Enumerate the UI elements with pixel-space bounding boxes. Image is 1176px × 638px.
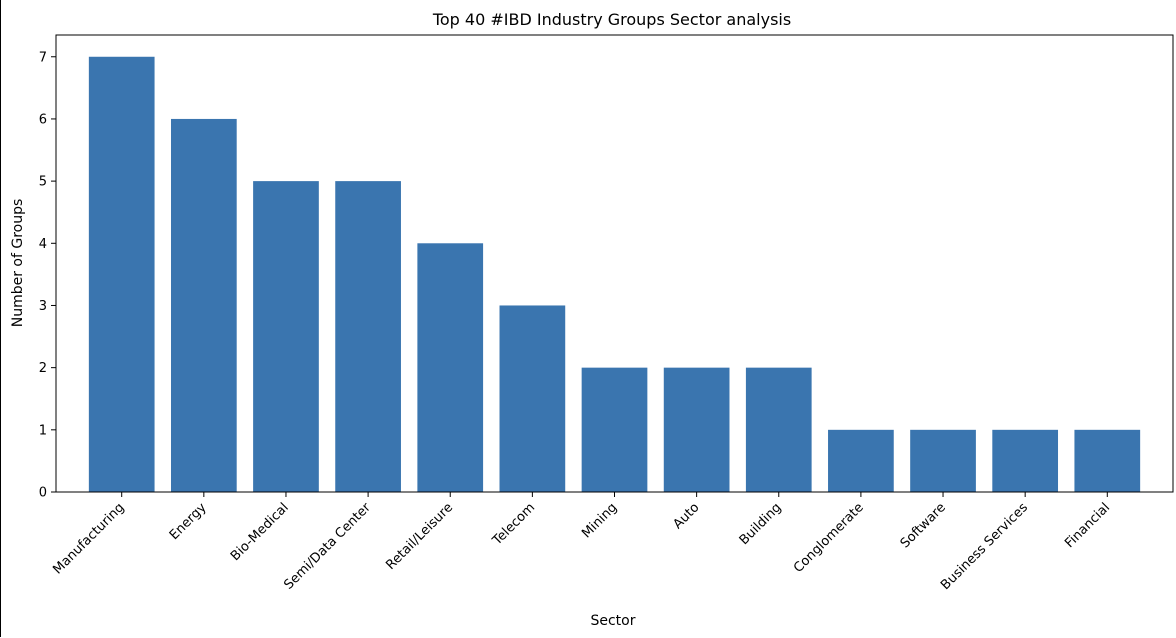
x-axis-title: Sector <box>590 613 635 629</box>
y-tick-label: 1 <box>39 423 47 438</box>
x-tick-label: Software <box>898 500 949 551</box>
x-tick-label: Manufacturing <box>50 500 127 577</box>
x-axis-ticks: Manufacturing Energy Bio-MedicalSemi/Data … <box>50 492 1113 593</box>
chart-title: Top 40 #IBD Industry Groups Sector analy… <box>432 10 791 29</box>
bars-group <box>88 56 1141 492</box>
bar-manufacturing <box>88 56 155 492</box>
bar-telecom <box>499 305 566 492</box>
bar-auto <box>663 367 730 492</box>
x-tick-label: Financial <box>1062 500 1113 551</box>
x-tick-label: Retail/Leisure <box>383 500 456 573</box>
bar-retail-leisure <box>417 243 484 492</box>
plot-area-border <box>55 34 1174 493</box>
x-tick-label: Telecom <box>489 500 538 549</box>
bar-bio-medical <box>253 181 319 492</box>
bar-software <box>910 429 976 492</box>
bar-mining <box>581 367 648 492</box>
x-tick-label: Bio-Medical <box>228 500 292 564</box>
y-tick-label: 2 <box>39 361 47 376</box>
y-axis-ticks: 0 1 2 3 4 5 6 7 <box>39 50 56 501</box>
y-tick-label: 0 <box>39 486 47 501</box>
bar-financial <box>1074 429 1141 492</box>
x-tick-label: Business Services <box>938 500 1031 593</box>
bar-building <box>745 367 812 492</box>
bar-energy <box>170 118 237 492</box>
y-tick-label: 3 <box>39 299 47 314</box>
bar-business-services <box>992 429 1059 492</box>
x-tick-label: Building <box>737 500 785 548</box>
bar-semi-data-center <box>335 181 401 492</box>
y-tick-label: 7 <box>39 50 47 65</box>
x-tick-label: Auto <box>671 500 703 532</box>
x-tick-label: Energy <box>167 500 210 543</box>
x-tick-label: Semi/Data Center <box>281 500 374 593</box>
bar-conglomerate <box>828 429 894 492</box>
y-tick-label: 4 <box>39 237 47 252</box>
y-tick-label: 5 <box>39 175 47 190</box>
y-axis-title: Number of Groups <box>10 199 26 328</box>
x-tick-label: Conglomerate <box>791 500 867 576</box>
x-tick-label: Mining <box>579 500 620 541</box>
y-tick-label: 6 <box>39 112 47 127</box>
